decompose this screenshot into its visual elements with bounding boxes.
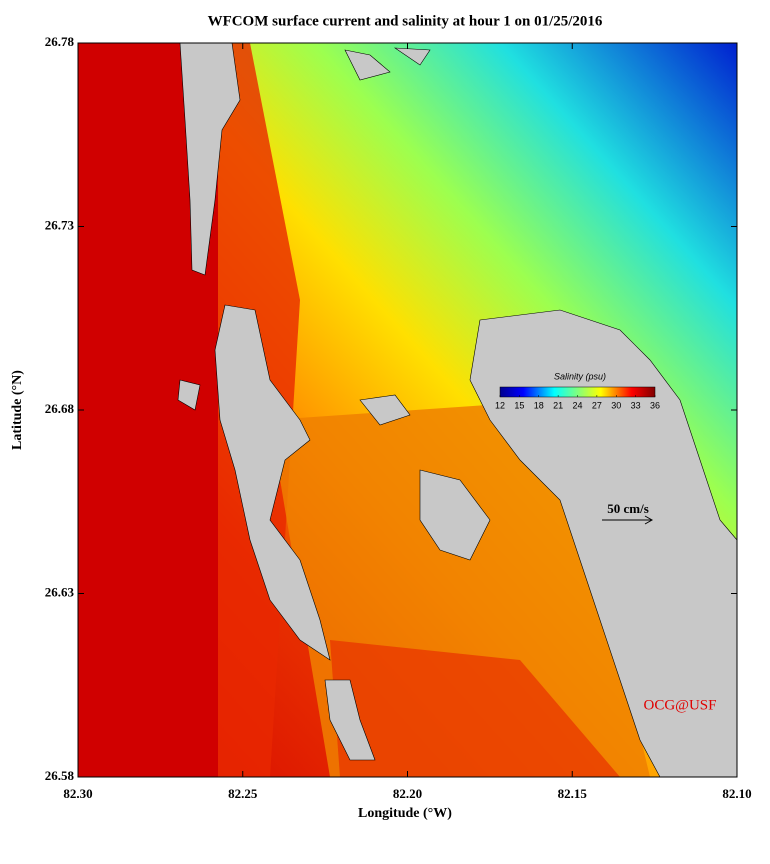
- colorbar-tick-label: 18: [534, 400, 544, 410]
- x-tick-label: 82.30: [63, 786, 92, 801]
- y-tick-label: 26.63: [45, 584, 75, 599]
- y-tick-label: 26.73: [45, 217, 75, 232]
- y-tick-label: 26.68: [45, 401, 75, 416]
- chart-title: WFCOM surface current and salinity at ho…: [208, 13, 603, 29]
- colorbar-tick-label: 27: [592, 400, 602, 410]
- y-tick-label: 26.78: [45, 34, 75, 49]
- colorbar-label: Salinity (psu): [554, 371, 606, 381]
- x-tick-label: 82.20: [393, 786, 422, 801]
- x-tick-label: 82.10: [722, 786, 751, 801]
- scale-label: 50 cm/s: [607, 501, 649, 516]
- credit: OCG@USF: [643, 697, 716, 713]
- colorbar-tick-label: 12: [495, 400, 505, 410]
- x-tick-label: 82.25: [228, 786, 258, 801]
- colorbar-tick-label: 30: [611, 400, 621, 410]
- colorbar-tick-label: 21: [553, 400, 563, 410]
- colorbar-tick-label: 33: [631, 400, 641, 410]
- x-tick-label: 82.15: [558, 786, 588, 801]
- salinity-field: [78, 43, 737, 777]
- x-axis-label: Longitude (°W): [358, 806, 452, 821]
- colorbar-tick-label: 36: [650, 400, 660, 410]
- y-axis-label: Latitude (°N): [10, 370, 25, 450]
- colorbar-tick-label: 15: [514, 400, 524, 410]
- scale-arrow-head: [644, 515, 654, 525]
- y-tick-label: 26.58: [45, 768, 75, 783]
- colorbar-tick-label: 24: [572, 400, 582, 410]
